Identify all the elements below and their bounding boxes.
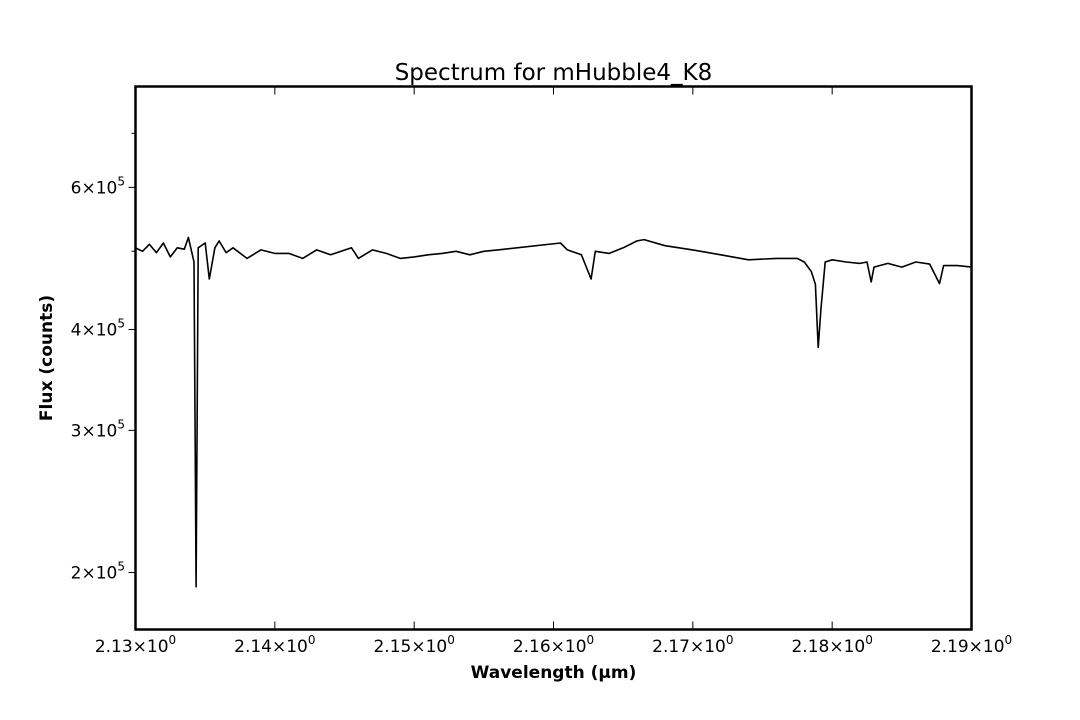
x-tick-label: 2.16×100 [513, 633, 594, 657]
chart-title: Spectrum for mHubble4_K8 [395, 60, 713, 86]
x-axis-label: Wavelength (μm) [471, 663, 637, 683]
y-axis-ticks: 2×105 3×105 4×105 6×105 [71, 132, 136, 584]
y-tick-label: 2×105 [71, 560, 125, 584]
y-tick-label: 4×105 [71, 317, 125, 341]
x-tick-label: 2.17×100 [652, 633, 733, 657]
x-axis-ticks: 2.13×100 2.14×100 2.15×100 2.16×100 2.17×100… [95, 86, 1012, 657]
x-tick-label: 2.13×100 [95, 633, 176, 657]
x-tick-label: 2.18×100 [791, 633, 872, 657]
spectrum-line [135, 236, 972, 588]
y-tick-label: 3×105 [71, 417, 125, 441]
x-tick-label: 2.19×100 [931, 633, 1012, 657]
plot-area [135, 236, 972, 588]
y-tick-label: 6×105 [71, 174, 125, 198]
x-tick-label: 2.15×100 [373, 633, 454, 657]
axes-frame [134, 85, 973, 631]
x-tick-label: 2.14×100 [234, 633, 315, 657]
y-axis-label: Flux (counts) [37, 295, 57, 421]
